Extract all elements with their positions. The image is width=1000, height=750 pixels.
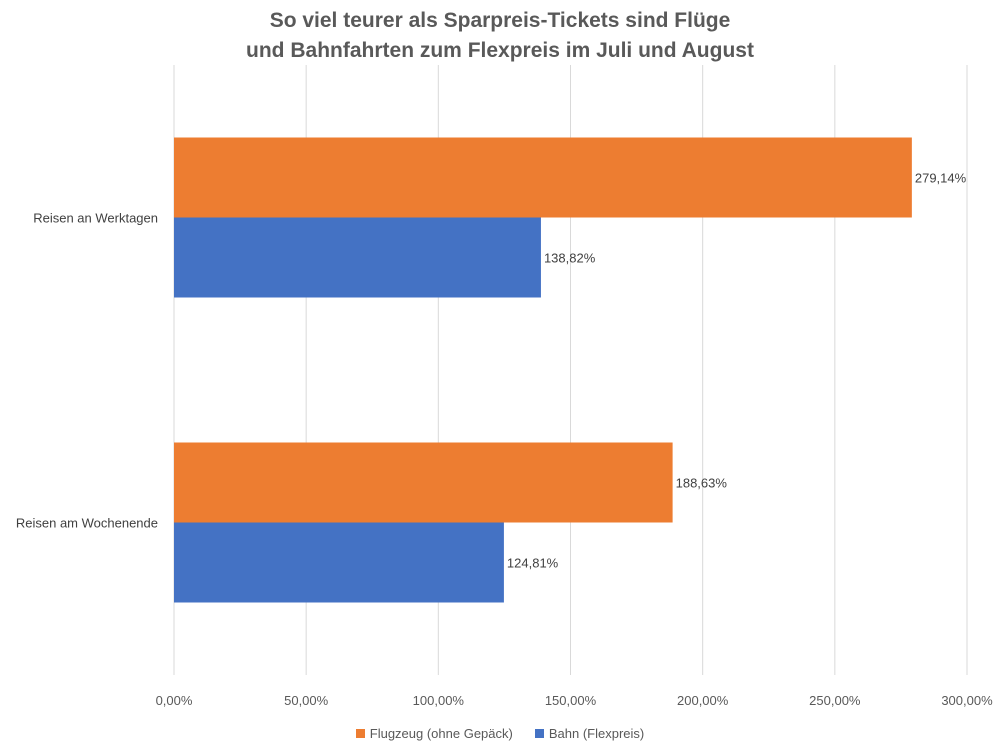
legend-item-bahn: Bahn (Flexpreis)	[534, 726, 645, 741]
category-label: Reisen am Wochenende	[16, 516, 158, 531]
x-tick-label: 200,00%	[677, 693, 729, 708]
x-tick-label: 300,00%	[941, 693, 993, 708]
x-tick-label: 100,00%	[413, 693, 465, 708]
chart-title: So viel teurer als Sparpreis-Tickets sin…	[0, 6, 1000, 66]
data-label: 188,63%	[676, 476, 728, 491]
legend-item-flugzeug: Flugzeug (ohne Gepäck)	[355, 726, 513, 741]
bar	[174, 217, 541, 298]
chart-title-line-2: und Bahnfahrten zum Flexpreis im Juli un…	[246, 39, 754, 62]
bar	[174, 442, 673, 523]
legend-swatch-flugzeug	[355, 729, 365, 738]
bar	[174, 137, 912, 218]
x-tick-label: 150,00%	[545, 693, 597, 708]
data-label: 279,14%	[915, 171, 967, 186]
chart-title-line-1: So viel teurer als Sparpreis-Tickets sin…	[269, 9, 731, 32]
legend: Flugzeug (ohne Gepäck) Bahn (Flexpreis)	[0, 726, 1000, 741]
x-tick-label: 50,00%	[284, 693, 329, 708]
category-label: Reisen an Werktagen	[33, 211, 158, 226]
legend-swatch-bahn	[534, 729, 544, 738]
legend-label-bahn: Bahn (Flexpreis)	[548, 726, 645, 741]
x-tick-label: 250,00%	[809, 693, 861, 708]
x-tick-label: 0,00%	[156, 693, 193, 708]
data-label: 138,82%	[544, 251, 596, 266]
legend-label-flugzeug: Flugzeug (ohne Gepäck)	[369, 726, 513, 741]
bar	[174, 522, 504, 603]
data-label: 124,81%	[507, 556, 559, 571]
